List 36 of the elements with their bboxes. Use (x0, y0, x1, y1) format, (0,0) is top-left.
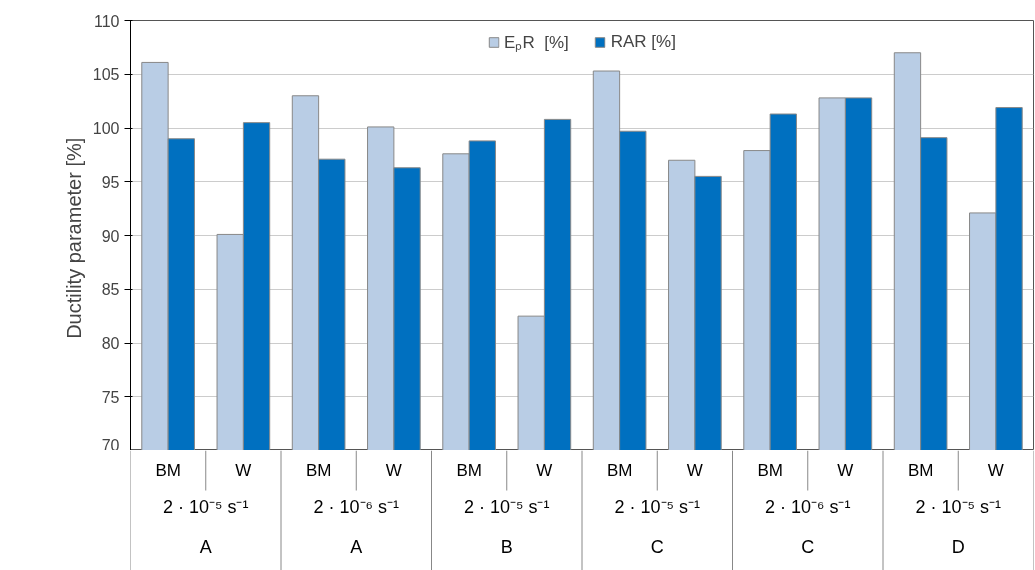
text: 2 · 10⁻⁵ s⁻¹ (464, 496, 550, 517)
y-tick-label: 80 (101, 335, 120, 352)
y-tick-label: 70 (101, 436, 120, 454)
x-tick-label: W (987, 461, 1004, 480)
legend-label: EₚR [%] (504, 32, 569, 53)
x-tick-label: BM (757, 461, 783, 480)
y-tick-label: 75 (101, 388, 120, 406)
y-tick-label: 90 (101, 227, 120, 245)
x-tick-label: W (536, 461, 553, 480)
y-tick-label: 105 (92, 66, 120, 84)
x-tick-label: BM (305, 461, 332, 480)
text: D (951, 536, 965, 557)
x-tick-label: W (686, 461, 703, 480)
text: A (199, 536, 212, 557)
text: C (650, 536, 664, 557)
text: C (801, 536, 815, 557)
legend-label: RAR [%] (610, 31, 676, 52)
x-tick-label: W (837, 461, 854, 480)
text: B (500, 536, 513, 557)
x-tick-label: W (385, 461, 402, 480)
x-tick-label: W (235, 461, 252, 480)
y-tick-label: 100 (92, 120, 120, 137)
y-axis-title: Ductility parameter [%] (62, 137, 85, 339)
text: 2 · 10⁻⁵ s⁻¹ (915, 496, 1002, 517)
y-tick-label: 85 (101, 281, 120, 299)
y-tick-label: 95 (101, 173, 120, 191)
text: 2 · 10⁻⁵ s⁻¹ (614, 496, 701, 517)
x-tick-label: BM (907, 461, 934, 480)
text: 2 · 10⁻⁶ s⁻¹ (765, 496, 851, 517)
text: 2 · 10⁻⁵ s⁻¹ (163, 496, 249, 517)
text: A (350, 536, 363, 557)
x-tick-label: BM (606, 461, 633, 480)
text: 2 · 10⁻⁶ s⁻¹ (313, 496, 399, 517)
x-tick-label: BM (155, 461, 181, 480)
y-tick-label: 110 (93, 12, 120, 30)
x-tick-label: BM (456, 461, 482, 480)
